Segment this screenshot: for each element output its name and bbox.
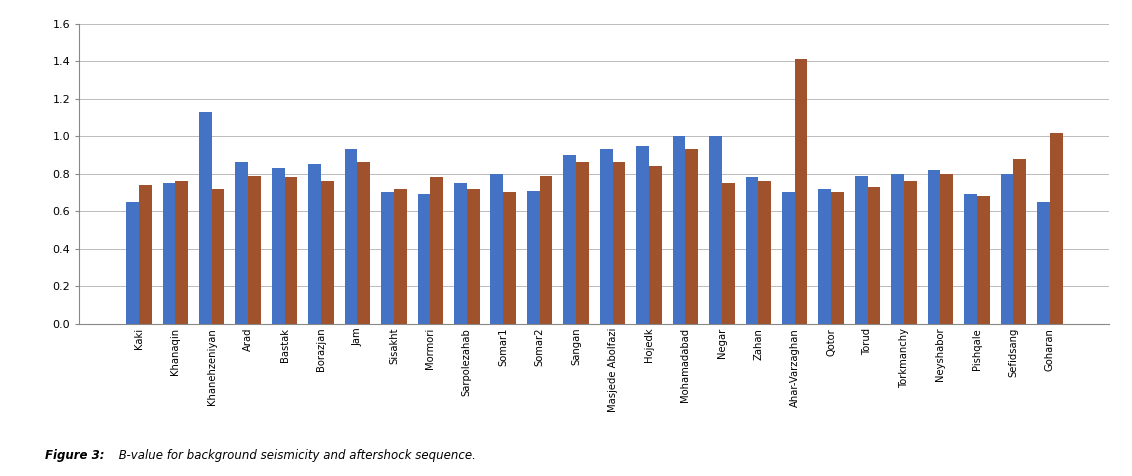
Bar (831, 192, 843, 324)
Bar (600, 149, 612, 324)
Bar (358, 162, 370, 324)
Bar (248, 176, 260, 324)
Bar (526, 190, 540, 324)
Bar (795, 60, 807, 324)
Bar (272, 168, 284, 324)
Bar (490, 174, 504, 324)
Bar (709, 136, 722, 324)
Bar (612, 162, 625, 324)
Bar (685, 149, 698, 324)
Bar (782, 192, 795, 324)
Text: Figure 3:: Figure 3: (45, 449, 105, 462)
Bar (672, 136, 685, 324)
Bar (454, 183, 466, 324)
Bar (235, 162, 248, 324)
Bar (321, 181, 334, 324)
Bar (345, 149, 358, 324)
Bar (308, 164, 321, 324)
Bar (977, 196, 989, 324)
Bar (284, 178, 298, 324)
Bar (941, 174, 953, 324)
Bar (381, 192, 394, 324)
Bar (1037, 202, 1049, 324)
Bar (564, 155, 576, 324)
Bar (649, 166, 662, 324)
Bar (540, 176, 552, 324)
Bar (722, 183, 735, 324)
Bar (576, 162, 589, 324)
Bar (466, 189, 480, 324)
Bar (855, 176, 867, 324)
Bar (126, 202, 139, 324)
Bar (199, 112, 212, 324)
Bar (418, 194, 430, 324)
Bar (904, 181, 917, 324)
Bar (964, 194, 977, 324)
Bar (758, 181, 771, 324)
Bar (504, 192, 516, 324)
Bar (891, 174, 904, 324)
Bar (818, 189, 831, 324)
Bar (867, 187, 881, 324)
Bar (636, 146, 649, 324)
Bar (746, 178, 758, 324)
Bar (139, 185, 152, 324)
Bar (163, 183, 175, 324)
Bar (1001, 174, 1013, 324)
Bar (175, 181, 188, 324)
Bar (928, 170, 941, 324)
Bar (212, 189, 224, 324)
Bar (430, 178, 443, 324)
Text: B-value for background seismicity and aftershock sequence.: B-value for background seismicity and af… (115, 449, 477, 462)
Bar (1013, 159, 1026, 324)
Bar (394, 189, 406, 324)
Bar (1049, 132, 1063, 324)
